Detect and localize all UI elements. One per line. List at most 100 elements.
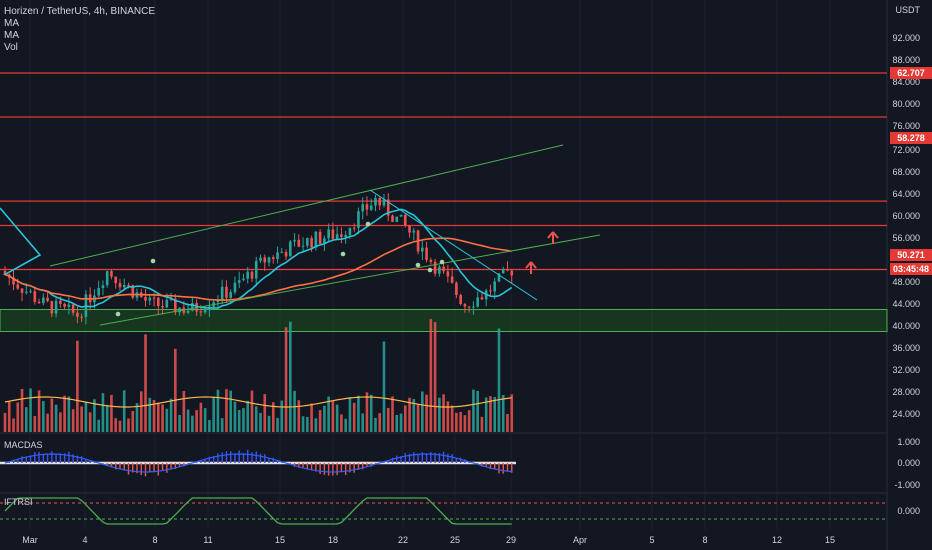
- volume-bar: [263, 394, 267, 432]
- volume-bar: [450, 405, 454, 432]
- candle-body: [186, 310, 190, 313]
- volume-bar: [271, 402, 275, 432]
- candle-body: [352, 227, 356, 229]
- volume-bar: [344, 418, 347, 432]
- candle-body: [480, 297, 484, 300]
- volume-bar: [246, 400, 250, 432]
- volume-bar: [446, 401, 450, 432]
- volume-bar: [493, 397, 497, 432]
- candle-body: [501, 269, 505, 274]
- candle-body: [284, 251, 288, 257]
- volume-bar: [144, 334, 147, 432]
- volume-bar: [54, 404, 58, 432]
- candle-body: [80, 316, 83, 318]
- candle-body: [250, 271, 254, 279]
- candle-body: [233, 282, 237, 293]
- indicator-vol[interactable]: Vol: [4, 42, 18, 53]
- candle-body: [472, 306, 475, 308]
- time-axis-label: 15: [274, 535, 286, 545]
- candle-body: [157, 297, 160, 307]
- price-axis-label: 80.000: [892, 99, 920, 109]
- candle-body: [114, 276, 118, 284]
- volume-bar: [314, 418, 318, 432]
- volume-bar: [301, 416, 305, 432]
- candle-body: [510, 270, 514, 276]
- volume-bar: [506, 413, 509, 432]
- candle-body: [412, 230, 416, 233]
- price-axis-label: 36.000: [892, 343, 920, 353]
- volume-bar: [323, 405, 326, 432]
- volume-bar: [93, 399, 96, 432]
- candle-body: [67, 304, 71, 307]
- candle-body: [408, 225, 411, 233]
- time-axis-label: Mar: [22, 535, 38, 545]
- candle-body: [301, 245, 305, 247]
- indicator-ma-2[interactable]: MA: [4, 30, 19, 41]
- volume-bar: [88, 412, 92, 432]
- volume-bar: [182, 391, 186, 432]
- volume-bar: [289, 321, 292, 432]
- candle-body: [344, 234, 347, 238]
- candle-body: [71, 304, 75, 313]
- time-axis-label: 8: [152, 535, 158, 545]
- candle-body: [101, 285, 105, 289]
- time-axis-label: 22: [397, 535, 409, 545]
- volume-bar: [484, 397, 488, 432]
- volume-bar: [242, 408, 245, 432]
- candle-body: [476, 297, 479, 307]
- volume-bar: [472, 389, 475, 432]
- volume-bar: [425, 394, 428, 432]
- volume-bar: [433, 322, 437, 432]
- candle-body: [191, 302, 194, 311]
- indicator-ma-1[interactable]: MA: [4, 18, 19, 29]
- signal-dot: [439, 259, 445, 265]
- volume-bar: [24, 407, 28, 432]
- volume-bar: [157, 402, 160, 432]
- candle-body: [54, 300, 58, 314]
- volume-bar: [327, 396, 330, 432]
- candle-body: [276, 252, 279, 260]
- candle-body: [20, 288, 24, 293]
- candle-body: [450, 276, 454, 283]
- candle-body: [46, 297, 49, 302]
- candle-body: [280, 251, 284, 253]
- volume-bar: [386, 407, 390, 432]
- volume-bar: [114, 418, 118, 432]
- time-axis-label: 11: [203, 535, 213, 545]
- macd-tick: 1.000: [897, 437, 920, 447]
- price-axis-label: 72.000: [892, 145, 920, 155]
- candle-body: [259, 257, 262, 261]
- volume-bar: [67, 396, 71, 432]
- volume-bar: [220, 418, 224, 432]
- volume-bar: [391, 396, 394, 432]
- time-axis-label: 8: [702, 535, 708, 545]
- candle-body: [110, 271, 113, 277]
- volume-bar: [408, 397, 411, 432]
- volume-bar: [476, 390, 479, 432]
- candle-body: [455, 282, 458, 296]
- candle-body: [327, 229, 330, 239]
- volume-bar: [429, 319, 433, 432]
- price-axis-label: 40.000: [892, 321, 920, 331]
- volume-bar: [122, 390, 126, 432]
- candle-body: [76, 312, 79, 317]
- volume-bar: [127, 418, 130, 432]
- volume-bar: [369, 394, 373, 432]
- volume-bar: [29, 388, 32, 432]
- volume-bar: [306, 416, 309, 432]
- volume-bar: [416, 404, 420, 432]
- volume-bar: [97, 419, 100, 432]
- price-axis-label: 48.000: [892, 277, 920, 287]
- volume-bar: [37, 390, 41, 432]
- candle-body: [203, 309, 207, 313]
- price-axis-label: 84.000: [892, 77, 920, 87]
- volume-bar: [374, 417, 377, 432]
- volume-bar: [216, 389, 220, 432]
- volume-bar: [463, 415, 467, 432]
- ma-fast-line: [0, 207, 513, 309]
- time-axis-label: 15: [824, 535, 836, 545]
- volume-bar: [229, 390, 232, 432]
- volume-bar: [399, 413, 403, 432]
